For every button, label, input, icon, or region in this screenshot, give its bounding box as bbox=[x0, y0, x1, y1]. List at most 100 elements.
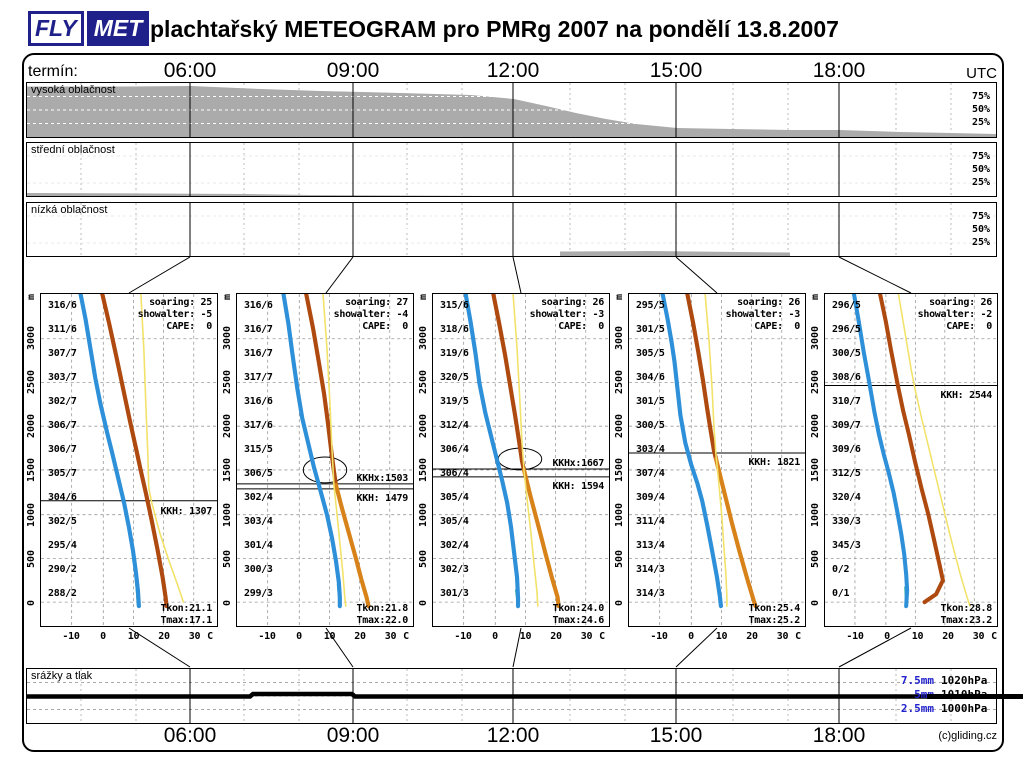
height-axis-tick: 0 bbox=[222, 599, 233, 607]
kkh-label: KKHx:1667 bbox=[552, 458, 605, 469]
height-axis-tick: 500 bbox=[418, 549, 429, 569]
sounding-info-line: showalter: -4 bbox=[333, 309, 409, 320]
cloudbase-ellipse bbox=[302, 456, 348, 484]
band-label: nízká oblačnost bbox=[31, 204, 108, 216]
wind-label: 302/3 bbox=[440, 564, 469, 575]
wind-label: 319/5 bbox=[440, 396, 469, 407]
precip-pressure-band: srážky a tlak 7.5mm 1020hPa 5mm 1010hPa … bbox=[26, 668, 1023, 724]
temp-axis-unit: C bbox=[403, 631, 409, 642]
height-axis-unit: m bbox=[222, 293, 233, 301]
temp-axis-tick: 0 bbox=[296, 631, 302, 642]
pressure-legend-hpa: 1020hPa bbox=[941, 674, 988, 687]
time-tick-top: 18:00 bbox=[812, 59, 866, 82]
time-tick-top: 06:00 bbox=[163, 59, 217, 82]
wind-label: 309/6 bbox=[832, 444, 861, 455]
time-tick-top: 12:00 bbox=[486, 59, 540, 82]
wind-label: 316/7 bbox=[244, 348, 273, 359]
blue-curve bbox=[463, 294, 521, 609]
band-label: střední oblačnost bbox=[31, 144, 115, 156]
height-axis-tick: 2500 bbox=[810, 369, 821, 395]
temp-axis-unit: C bbox=[795, 631, 801, 642]
sounding-info-line: soaring: 26 bbox=[737, 297, 800, 308]
wind-label: 295/5 bbox=[636, 300, 665, 311]
wind-label: 320/5 bbox=[440, 372, 469, 383]
height-axis-tick: 1000 bbox=[810, 502, 821, 528]
cloud-coverage-fill bbox=[27, 86, 996, 137]
wind-label: 304/6 bbox=[636, 372, 665, 383]
wind-label: 307/4 bbox=[636, 468, 665, 479]
height-axis-tick: 0 bbox=[418, 599, 429, 607]
blue-curve bbox=[851, 294, 910, 609]
flymet-logo: FLY MET bbox=[28, 11, 150, 46]
blue-curve bbox=[660, 294, 724, 609]
height-axis-tick: 3000 bbox=[614, 325, 625, 351]
height-axis-tick: 500 bbox=[810, 549, 821, 569]
wind-label: 312/4 bbox=[440, 420, 469, 431]
pressure-line bbox=[27, 691, 996, 699]
wind-label: 311/4 bbox=[636, 516, 665, 527]
wind-label: 318/6 bbox=[440, 324, 469, 335]
wind-label: 301/5 bbox=[636, 324, 665, 335]
height-axis-tick: 1000 bbox=[614, 502, 625, 528]
wind-label: 306/5 bbox=[244, 468, 273, 479]
blue-curve bbox=[78, 294, 141, 609]
temp-axis-tick: 10 bbox=[715, 631, 728, 642]
wind-label: 296/5 bbox=[832, 300, 861, 311]
sounding-info-line: CAPE: 0 bbox=[754, 321, 800, 332]
wind-label: 306/7 bbox=[48, 420, 77, 431]
percent-tick-50: 50% bbox=[971, 224, 990, 235]
wind-label: 295/4 bbox=[48, 540, 77, 551]
height-axis-tick: 2000 bbox=[418, 413, 429, 439]
time-tick-top: 09:00 bbox=[326, 59, 380, 82]
tmax-label: Tmax:23.2 bbox=[940, 615, 993, 626]
time-tick-bottom: 18:00 bbox=[812, 724, 866, 747]
temp-axis-tick: 20 bbox=[158, 631, 170, 642]
temp-axis-tick: 0 bbox=[100, 631, 106, 642]
wind-label: 312/5 bbox=[832, 468, 861, 479]
wind-label: 300/5 bbox=[636, 420, 665, 431]
wind-label: 303/4 bbox=[244, 516, 273, 527]
legend-row: 7.5mm 1020hPa bbox=[27, 674, 996, 687]
temp-axis-tick: 0 bbox=[492, 631, 498, 642]
height-axis-tick: 0 bbox=[810, 599, 821, 607]
sounding-plot bbox=[629, 294, 805, 626]
sounding-info-line: CAPE: 0 bbox=[362, 321, 408, 332]
precip-legend-mm: 7.5mm bbox=[900, 674, 934, 687]
wind-label: 309/4 bbox=[636, 492, 665, 503]
tkon-label: Tkon:21.8 bbox=[356, 603, 409, 614]
wind-label: 300/5 bbox=[832, 348, 861, 359]
temp-axis-unit: C bbox=[207, 631, 213, 642]
wind-label: 314/3 bbox=[636, 564, 665, 575]
wind-label: 306/7 bbox=[48, 444, 77, 455]
time-tick-bottom: 15:00 bbox=[649, 724, 703, 747]
band-label: srážky a tlak bbox=[31, 670, 93, 682]
sounding-plot bbox=[237, 294, 413, 626]
temp-axis-tick: 10 bbox=[127, 631, 140, 642]
wind-label: 288/2 bbox=[48, 588, 77, 599]
wind-label: 309/7 bbox=[832, 420, 861, 431]
yellow-curve bbox=[140, 294, 185, 603]
wind-label: 308/6 bbox=[832, 372, 861, 383]
temp-axis-tick: 0 bbox=[688, 631, 694, 642]
sounding-info-line: CAPE: 0 bbox=[946, 321, 992, 332]
wind-label: 304/6 bbox=[48, 492, 77, 503]
sounding-panel-09:00: soaring: 27 showalter: -4 CAPE: 0 316/6 316/… bbox=[236, 293, 414, 627]
height-axis-unit: m bbox=[26, 293, 37, 301]
sounding-panel-18:00: soaring: 26 showalter: -2 CAPE: 0 296/5 296/… bbox=[824, 293, 998, 627]
height-axis-unit: m bbox=[810, 293, 821, 301]
wind-label: 306/4 bbox=[440, 444, 469, 455]
wind-label: 317/7 bbox=[244, 372, 273, 383]
height-axis-tick: 0 bbox=[26, 599, 37, 607]
wind-label: 316/6 bbox=[244, 300, 273, 311]
wind-label: 302/5 bbox=[48, 516, 77, 527]
wind-label: 345/3 bbox=[832, 540, 861, 551]
height-axis-tick: 3000 bbox=[26, 325, 37, 351]
sounding-plot bbox=[433, 294, 609, 626]
sounding-info-line: soaring: 25 bbox=[149, 297, 212, 308]
wind-label: 330/3 bbox=[832, 516, 861, 527]
temp-axis-tick: 20 bbox=[550, 631, 562, 642]
wind-label: 0/1 bbox=[832, 588, 850, 599]
page-title: plachtařský METEOGRAM pro PMRg 2007 na p… bbox=[150, 16, 839, 42]
precip-legend-mm: 2.5mm bbox=[900, 702, 934, 715]
time-tick-bottom: 09:00 bbox=[326, 724, 380, 747]
